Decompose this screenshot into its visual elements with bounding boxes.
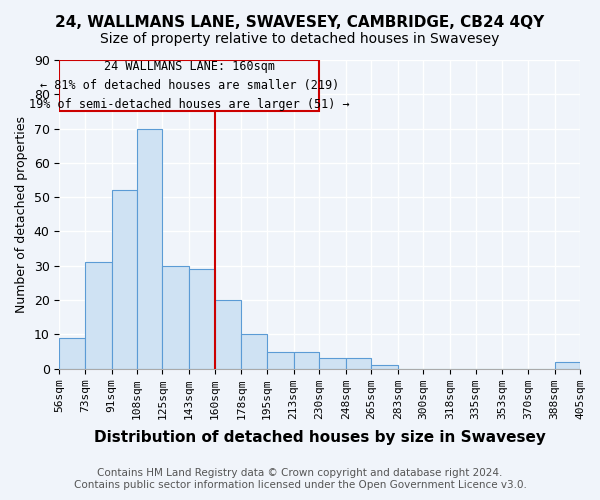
Bar <box>189 269 215 368</box>
Y-axis label: Number of detached properties: Number of detached properties <box>15 116 28 313</box>
Bar <box>267 352 293 368</box>
Bar <box>554 362 580 368</box>
Text: Contains HM Land Registry data © Crown copyright and database right 2024.
Contai: Contains HM Land Registry data © Crown c… <box>74 468 526 490</box>
Bar <box>241 334 267 368</box>
Text: 24, WALLMANS LANE, SWAVESEY, CAMBRIDGE, CB24 4QY: 24, WALLMANS LANE, SWAVESEY, CAMBRIDGE, … <box>55 15 545 30</box>
Bar <box>85 262 112 368</box>
Bar <box>137 128 163 368</box>
Bar <box>346 358 371 368</box>
Bar <box>293 352 319 368</box>
Bar <box>59 338 85 368</box>
Bar <box>371 365 398 368</box>
Text: Size of property relative to detached houses in Swavesey: Size of property relative to detached ho… <box>100 32 500 46</box>
Bar <box>319 358 346 368</box>
Bar <box>215 300 241 368</box>
Bar <box>163 266 189 368</box>
Bar <box>112 190 137 368</box>
Text: 24 WALLMANS LANE: 160sqm
← 81% of detached houses are smaller (219)
19% of semi-: 24 WALLMANS LANE: 160sqm ← 81% of detach… <box>29 60 349 111</box>
X-axis label: Distribution of detached houses by size in Swavesey: Distribution of detached houses by size … <box>94 430 545 445</box>
FancyBboxPatch shape <box>59 60 319 112</box>
